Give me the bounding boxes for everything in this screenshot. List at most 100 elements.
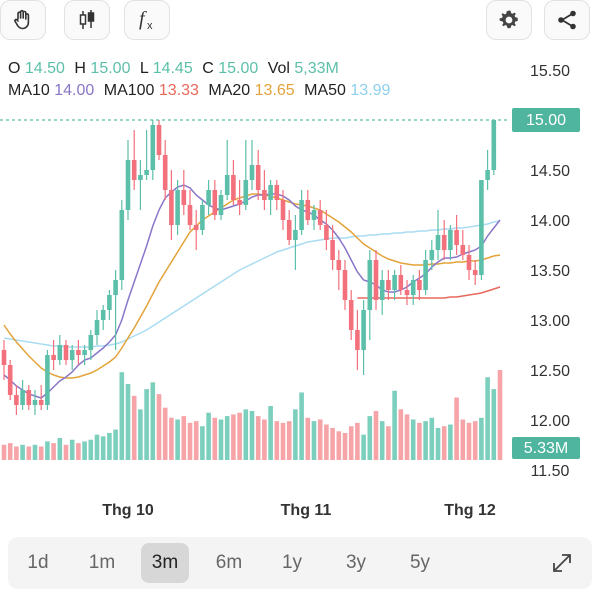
ma20-label: MA20 bbox=[208, 82, 251, 99]
candle-body bbox=[125, 160, 131, 210]
candle-body bbox=[386, 280, 391, 290]
candle-body bbox=[231, 175, 236, 200]
hand-tool-button[interactable] bbox=[0, 0, 46, 40]
y-tick-label: 15.50 bbox=[530, 63, 570, 80]
candle-body bbox=[330, 240, 335, 260]
range-6m-button[interactable]: 6m bbox=[215, 552, 243, 573]
candle bbox=[441, 220, 447, 260]
volume-bar bbox=[76, 443, 81, 460]
volume-bar bbox=[429, 417, 435, 460]
candle-body bbox=[423, 260, 428, 290]
candle-body bbox=[361, 310, 366, 350]
share-button[interactable] bbox=[544, 0, 590, 40]
candle-body bbox=[398, 275, 404, 290]
candle-body bbox=[212, 190, 218, 215]
candle bbox=[100, 305, 106, 330]
volume-bar bbox=[32, 444, 38, 460]
y-tick-label: 12.50 bbox=[530, 363, 570, 380]
ma20-line bbox=[3, 193, 501, 379]
x-axis: Thg 10 Thg 11 Thg 12 bbox=[102, 502, 496, 519]
candle bbox=[193, 210, 199, 250]
candle bbox=[224, 140, 230, 200]
volume-bars bbox=[1, 370, 503, 460]
y-tick-label: 12.00 bbox=[530, 413, 570, 430]
ma10-value: 14.00 bbox=[54, 82, 95, 99]
candle-body bbox=[162, 155, 168, 190]
candle-body bbox=[460, 245, 466, 255]
candle bbox=[268, 180, 273, 215]
volume-bar bbox=[398, 409, 404, 460]
volume-bar bbox=[69, 439, 75, 460]
indicators-button[interactable]: f x bbox=[124, 0, 170, 40]
candle-body bbox=[286, 220, 292, 240]
candle bbox=[317, 200, 323, 230]
candle-body bbox=[69, 350, 75, 360]
candle bbox=[63, 340, 69, 365]
ma50-value: 13.99 bbox=[350, 82, 391, 99]
settings-button[interactable] bbox=[486, 0, 532, 40]
volume-bar bbox=[317, 419, 323, 460]
volume-value: 5,33M bbox=[294, 60, 339, 77]
range-5y-button[interactable]: 5y bbox=[409, 552, 431, 573]
volume-bar bbox=[224, 416, 230, 460]
candle-body bbox=[224, 175, 230, 195]
candle bbox=[324, 210, 329, 250]
candle bbox=[51, 340, 56, 370]
candle-body bbox=[410, 280, 416, 295]
volume-bar bbox=[274, 421, 280, 460]
volume-bar bbox=[417, 422, 422, 460]
volume-bar bbox=[379, 421, 385, 460]
ma20-value: 13.65 bbox=[254, 82, 295, 99]
volume-bar bbox=[348, 426, 354, 460]
x-tick-label: Thg 11 bbox=[281, 502, 332, 519]
candle bbox=[38, 385, 44, 410]
volume-bar bbox=[144, 389, 149, 460]
candle bbox=[330, 225, 335, 270]
ma10-label: MA10 bbox=[8, 82, 50, 99]
range-1y-button[interactable]: 1y bbox=[281, 552, 303, 573]
volume-bar bbox=[324, 424, 329, 460]
fullscreen-button[interactable] bbox=[548, 549, 576, 577]
volume-bar bbox=[249, 411, 255, 460]
ohlc-readout: O 14.50 H 15.00 L 14.45 C 15.00 Vol 5,33… bbox=[8, 60, 339, 78]
candle-body bbox=[237, 200, 242, 205]
range-3m-button[interactable]: 3m bbox=[141, 543, 189, 583]
price-chart[interactable]: 15.50 15.00 14.50 14.00 13.50 13.00 12.50 12.00… bbox=[0, 0, 600, 530]
candlestick-icon bbox=[79, 10, 95, 29]
high-label: H bbox=[74, 60, 86, 77]
low-label: L bbox=[139, 60, 149, 77]
candle-body bbox=[342, 270, 348, 300]
candle bbox=[435, 210, 441, 260]
volume-bar bbox=[293, 409, 298, 460]
close-value: 15.00 bbox=[218, 60, 259, 77]
chart-type-button[interactable] bbox=[64, 0, 110, 40]
volume-bar bbox=[231, 414, 236, 460]
candle-body bbox=[187, 205, 193, 225]
candle-body bbox=[448, 230, 453, 250]
ma100-label: MA100 bbox=[103, 82, 155, 99]
range-1m-button[interactable]: 1m bbox=[88, 552, 116, 573]
candle bbox=[237, 180, 242, 215]
candle bbox=[14, 385, 19, 415]
candle-body bbox=[7, 365, 13, 395]
candle-body bbox=[193, 225, 199, 230]
volume-bar bbox=[454, 397, 459, 460]
candle-body bbox=[94, 320, 100, 335]
candle bbox=[299, 190, 304, 235]
range-1d-button[interactable]: 1d bbox=[27, 552, 49, 573]
last-price-tag: 15.00 bbox=[512, 108, 580, 132]
volume-bar bbox=[404, 414, 410, 460]
candle bbox=[206, 180, 211, 215]
volume-bar bbox=[45, 441, 50, 460]
candle bbox=[113, 270, 118, 350]
candle-body bbox=[150, 125, 156, 170]
range-3y-button[interactable]: 3y bbox=[345, 552, 367, 573]
candle-body bbox=[479, 180, 484, 275]
volume-bar bbox=[342, 432, 348, 460]
candle-body bbox=[38, 400, 44, 405]
volume-bar bbox=[156, 394, 162, 460]
volume-bar bbox=[7, 443, 13, 460]
candle bbox=[305, 190, 311, 225]
volume-bar bbox=[26, 446, 32, 460]
x-tick-label: Thg 10 bbox=[102, 502, 154, 519]
